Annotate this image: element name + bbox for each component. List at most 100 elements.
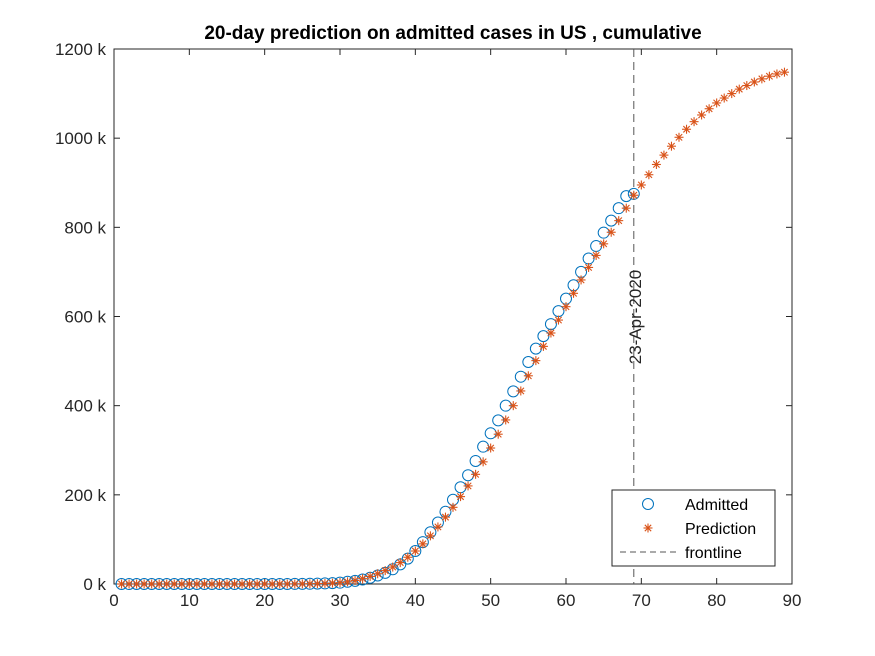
legend-admitted-marker xyxy=(642,498,654,510)
prediction-point xyxy=(147,579,157,589)
prediction-point xyxy=(373,569,383,579)
prediction-point xyxy=(425,531,435,541)
prediction-point xyxy=(343,577,353,587)
prediction-point xyxy=(727,89,737,99)
prediction-point xyxy=(757,74,767,84)
legend-label: frontline xyxy=(685,545,742,562)
prediction-point xyxy=(599,239,609,249)
admitted-point xyxy=(462,469,475,482)
x-tick-label: 20 xyxy=(255,591,274,610)
x-tick-label: 40 xyxy=(406,591,425,610)
prediction-point xyxy=(772,69,782,79)
prediction-point xyxy=(501,415,511,425)
chart-title: 20-day prediction on admitted cases in U… xyxy=(204,23,701,44)
prediction-point xyxy=(659,150,669,160)
prediction-point xyxy=(297,579,307,589)
prediction-point xyxy=(192,579,202,589)
prediction-point xyxy=(410,546,420,556)
prediction-point xyxy=(493,429,503,439)
prediction-point xyxy=(252,579,262,589)
y-tick-label: 1200 k xyxy=(55,40,107,59)
prediction-point xyxy=(546,328,556,338)
prediction-point xyxy=(629,190,639,200)
prediction-point xyxy=(584,262,594,272)
prediction-point xyxy=(478,457,488,467)
x-tick-label: 30 xyxy=(331,591,350,610)
prediction-point xyxy=(553,315,563,325)
prediction-point xyxy=(169,579,179,589)
admitted-point xyxy=(469,454,482,467)
y-tick-label: 400 k xyxy=(64,397,106,416)
prediction-point xyxy=(184,579,194,589)
series-prediction xyxy=(117,67,789,589)
x-tick-label: 10 xyxy=(180,591,199,610)
prediction-point xyxy=(463,481,473,491)
prediction-point xyxy=(569,288,579,298)
prediction-point xyxy=(636,180,646,190)
prediction-point xyxy=(199,579,209,589)
y-axis: 0 k 200 k 400 k 600 k 800 k 1000 k 1200 k xyxy=(55,40,792,594)
prediction-point xyxy=(712,98,722,108)
admitted-point xyxy=(514,370,527,383)
y-tick-label: 600 k xyxy=(64,308,106,327)
prediction-point xyxy=(388,562,398,572)
x-axis: 0 10 20 30 40 50 60 70 80 90 xyxy=(109,49,801,610)
prediction-point xyxy=(697,110,707,120)
admitted-point xyxy=(484,427,497,440)
legend-label: Admitted xyxy=(685,497,748,514)
prediction-point xyxy=(230,579,240,589)
prediction-point xyxy=(214,579,224,589)
prediction-point xyxy=(674,132,684,142)
prediction-point xyxy=(395,558,405,568)
prediction-point xyxy=(177,579,187,589)
prediction-point xyxy=(448,502,458,512)
prediction-point xyxy=(312,579,322,589)
prediction-point xyxy=(471,469,481,479)
x-tick-label: 60 xyxy=(557,591,576,610)
legend-prediction-marker xyxy=(643,523,653,533)
prediction-point xyxy=(689,117,699,127)
prediction-point xyxy=(275,579,285,589)
prediction-point xyxy=(154,579,164,589)
x-tick-label: 90 xyxy=(783,591,802,610)
prediction-point xyxy=(621,203,631,213)
prediction-point xyxy=(358,574,368,584)
prediction-point xyxy=(305,579,315,589)
prediction-point xyxy=(486,443,496,453)
prediction-point xyxy=(350,575,360,585)
prediction-point xyxy=(260,579,270,589)
prediction-point xyxy=(139,579,149,589)
prediction-point xyxy=(508,401,518,411)
y-tick-label: 0 k xyxy=(83,575,106,594)
prediction-point xyxy=(742,81,752,91)
prediction-point xyxy=(666,141,676,151)
prediction-point xyxy=(516,386,526,396)
x-tick-label: 0 xyxy=(109,591,118,610)
prediction-point xyxy=(403,552,413,562)
prediction-point xyxy=(576,275,586,285)
y-tick-label: 800 k xyxy=(64,218,106,237)
prediction-point xyxy=(531,356,541,366)
prediction-point xyxy=(561,302,571,312)
y-tick-label: 200 k xyxy=(64,486,106,505)
frontline-date-label: 23-Apr-2020 xyxy=(626,270,645,365)
prediction-point xyxy=(132,579,142,589)
prediction-point xyxy=(380,566,390,576)
prediction-point xyxy=(162,579,172,589)
prediction-point xyxy=(523,371,533,381)
prediction-point xyxy=(591,250,601,260)
x-tick-label: 70 xyxy=(632,591,651,610)
admitted-point xyxy=(409,545,422,558)
prediction-point xyxy=(456,492,466,502)
prediction-point xyxy=(365,571,375,581)
prediction-point xyxy=(719,93,729,103)
prediction-point xyxy=(749,77,759,87)
prediction-point xyxy=(320,578,330,588)
prediction-point xyxy=(538,341,548,351)
prediction-point xyxy=(440,512,450,522)
prediction-point xyxy=(207,579,217,589)
x-tick-label: 80 xyxy=(707,591,726,610)
prediction-point xyxy=(237,579,247,589)
prediction-point xyxy=(222,579,232,589)
